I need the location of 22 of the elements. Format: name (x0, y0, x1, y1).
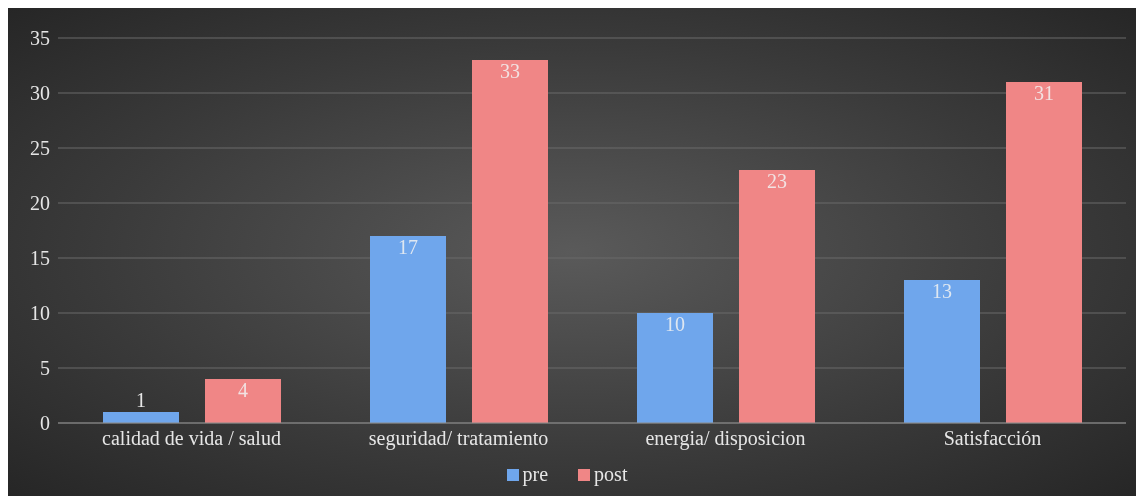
y-tick-label: 15 (30, 247, 50, 270)
y-tick-label: 30 (30, 82, 50, 105)
data-label: 23 (767, 170, 787, 192)
y-tick-label: 0 (40, 412, 50, 435)
y-tick-label: 5 (40, 357, 50, 380)
y-tick-label: 20 (30, 192, 50, 215)
y-tick-label: 25 (30, 137, 50, 160)
data-label: 1 (136, 389, 146, 411)
legend-label: pre (521, 463, 549, 486)
x-tick-label: energia/ disposicion (645, 427, 806, 451)
x-tick-label: seguridad/ tratamiento (368, 427, 549, 451)
y-tick-label: 35 (30, 27, 50, 50)
data-label: 17 (398, 236, 418, 258)
y-tick-label: 10 (30, 302, 50, 325)
data-label: 4 (238, 379, 248, 401)
data-label: 31 (1034, 82, 1054, 104)
data-label: 10 (665, 313, 685, 335)
data-label: 13 (932, 280, 952, 302)
x-tick-label: Satisfacción (943, 427, 1042, 450)
data-label: 33 (500, 60, 520, 82)
x-tick-label: calidad de vida / salud (102, 427, 281, 450)
legend-label: post (593, 463, 628, 486)
